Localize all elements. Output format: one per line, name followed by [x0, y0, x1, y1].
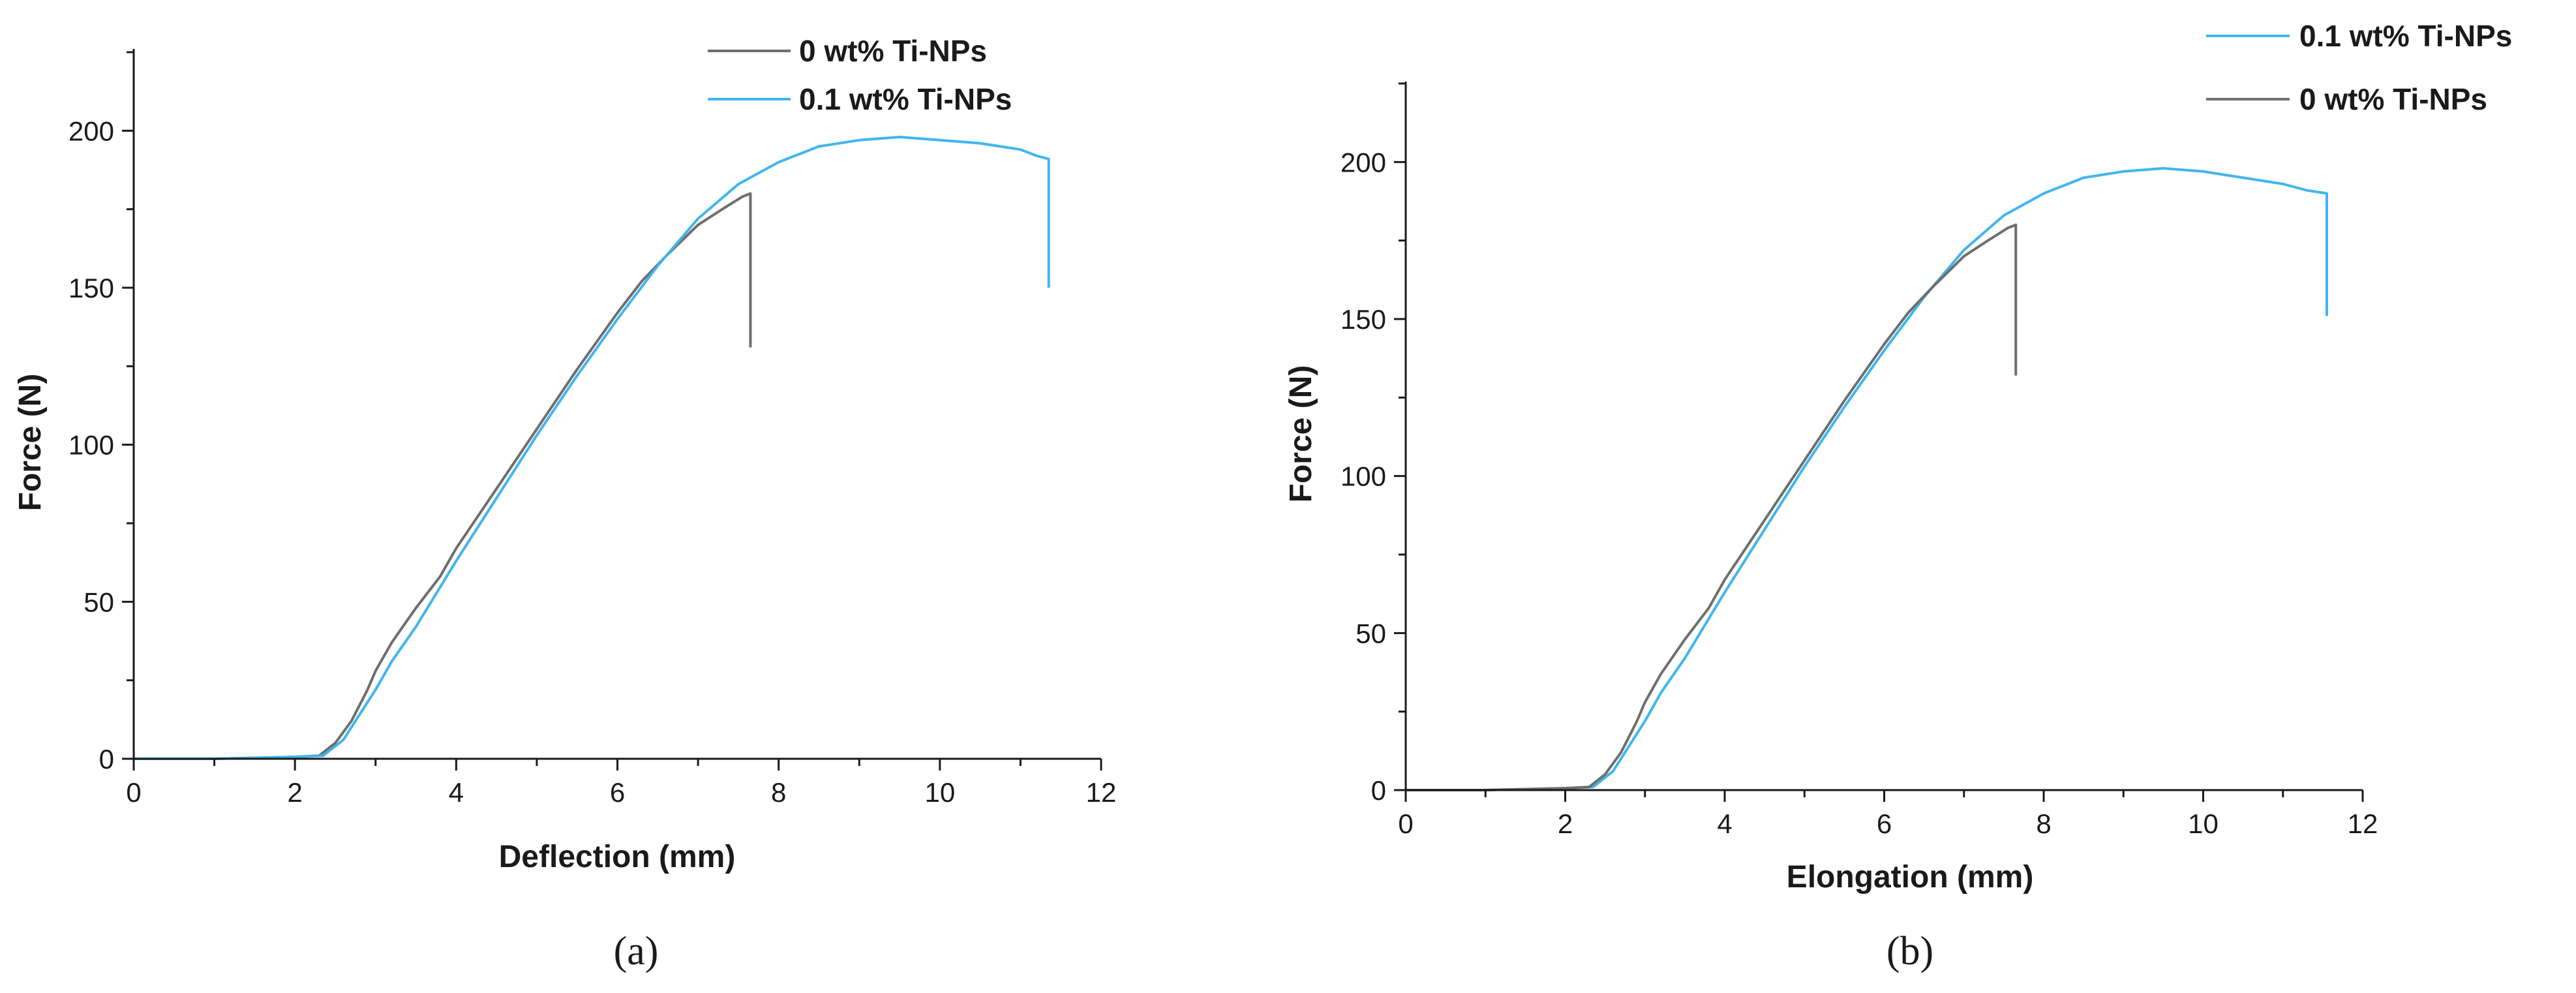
chart-panel-a: 0 2 4 6 8 10 12 0 50 100 150 200 Deflection (mm) Fo…: [13, 34, 1116, 973]
x-tick-label-a: 0: [126, 777, 141, 808]
series-layer-b: [1406, 167, 2328, 791]
x-axis-title-a: Deflection (mm): [499, 840, 736, 874]
y-tick-label-a: 150: [68, 273, 114, 303]
legend-label-b-1: 0 wt% Ti-NPs: [2299, 82, 2487, 116]
x-tick-label-b: 8: [2036, 808, 2051, 839]
x-tick-label-b: 12: [2348, 808, 2378, 839]
panel-label-a: (a): [614, 929, 659, 973]
legend-a: 0 wt% Ti-NPs 0.1 wt% Ti-NPs: [708, 34, 1012, 116]
x-tick-label-b: 2: [1558, 808, 1573, 839]
y-tick-label-a: 200: [68, 115, 114, 146]
y-tick-label-b: 50: [1356, 618, 1386, 649]
x-tick-label-b: 4: [1717, 808, 1732, 839]
legend-label-a-1: 0.1 wt% Ti-NPs: [799, 82, 1012, 116]
legend-label-b-0: 0.1 wt% Ti-NPs: [2299, 19, 2512, 53]
x-axis-title-b: Elongation (mm): [1787, 860, 2034, 894]
series-line-a-0: [134, 192, 752, 760]
legend-label-a-0: 0 wt% Ti-NPs: [799, 34, 987, 68]
x-tick-label-a: 2: [287, 777, 302, 808]
x-tick-label-b: 6: [1877, 808, 1892, 839]
x-tick-label-a: 10: [924, 777, 955, 808]
y-tick-label-a: 0: [99, 744, 114, 774]
legend-b: 0.1 wt% Ti-NPs 0 wt% Ti-NPs: [2206, 19, 2512, 116]
x-tick-label-a: 12: [1086, 777, 1117, 808]
y-axis-title-a: Force (N): [13, 374, 48, 512]
y-tick-label-a: 50: [83, 587, 114, 617]
y-tick-label-b: 150: [1341, 304, 1386, 335]
x-tick-label-a: 8: [771, 777, 786, 808]
y-tick-label-a: 100: [68, 430, 114, 461]
y-tick-label-b: 200: [1341, 147, 1386, 177]
y-axis-title-b: Force (N): [1284, 365, 1318, 503]
ticks-layer-b: 0 2 4 6 8 10 12 0 50 100 150 200: [1341, 82, 2378, 839]
series-line-b-0: [1406, 167, 2328, 791]
y-tick-label-b: 0: [1371, 775, 1386, 806]
ticks-layer-a: 0 2 4 6 8 10 12 0 50 100 150 200: [68, 51, 1117, 808]
x-tick-label-a: 6: [610, 777, 625, 808]
x-tick-label-a: 4: [449, 777, 464, 808]
series-layer-a: [134, 136, 1050, 760]
chart-panel-b: 0 2 4 6 8 10 12 0 50 100 150 200 Elongation (mm) Fo…: [1284, 19, 2512, 973]
panel-label-b: (b): [1887, 929, 1933, 973]
x-tick-label-b: 10: [2188, 808, 2219, 839]
x-tick-label-b: 0: [1398, 808, 1413, 839]
series-line-a-1: [134, 136, 1050, 760]
series-line-b-1: [1406, 223, 2018, 791]
y-tick-label-b: 100: [1341, 461, 1386, 492]
